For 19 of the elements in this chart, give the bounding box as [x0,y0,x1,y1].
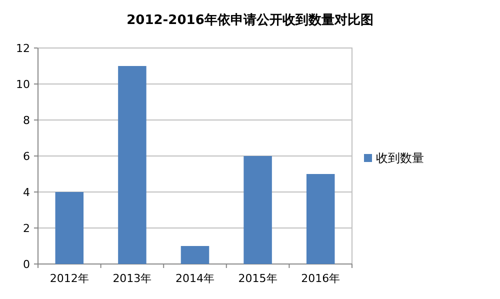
y-tick-label: 0 [23,258,30,271]
y-tick-label: 2 [23,222,30,235]
x-tick-label: 2013年 [112,272,152,285]
x-tick-label: 2014年 [176,272,214,285]
chart-title: 2012-2016年依申请公开收到数量对比图 [126,13,374,28]
y-tick-label: 6 [23,150,30,163]
y-tick-label: 12 [16,42,30,55]
y-tick-label: 8 [23,114,30,127]
bar [55,192,84,264]
y-tick-label: 10 [16,78,30,91]
bar [180,246,210,264]
legend-label: 收到数量 [376,151,424,165]
bar [118,66,146,264]
y-tick-label: 4 [23,186,30,199]
bar [244,156,272,264]
x-tick-label: 2016年 [301,272,340,285]
bar [306,174,335,264]
x-tick-label: 2012年 [50,272,89,285]
x-tick-label: 2015年 [238,272,278,285]
